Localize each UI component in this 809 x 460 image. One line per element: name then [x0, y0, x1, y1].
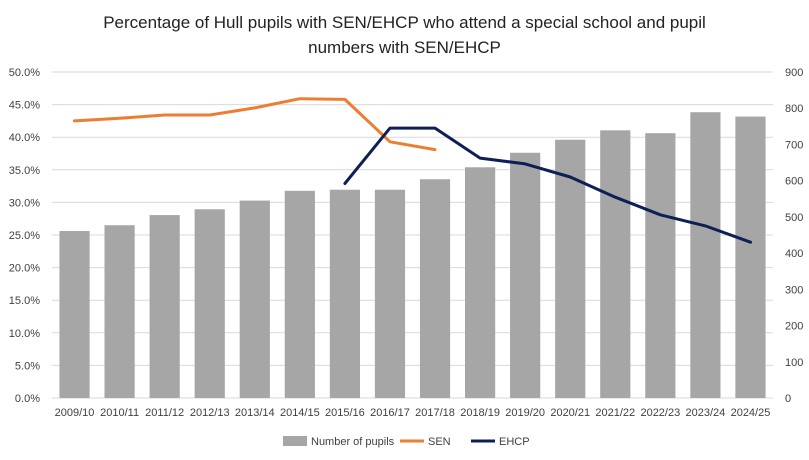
legend-swatch-bar [283, 436, 307, 446]
x-axis-tick-label: 2013/14 [235, 407, 275, 419]
left-axis-tick-label: 35.0% [9, 165, 40, 177]
right-axis-tick-label: 0 [785, 393, 791, 405]
left-axis-ticks: 0.0% 5.0% 10.0% 15.0% 20.0% 25.0% 30.0% 35.0% 40… [9, 67, 40, 405]
x-axis-tick-label: 2019/20 [505, 407, 545, 419]
x-axis-ticks: 2009/10 2010/11 2011/12 2012/13 2013/14 2014/… [55, 407, 771, 419]
x-axis-tick-label: 2021/22 [595, 407, 635, 419]
left-axis-tick-label: 40.0% [9, 132, 40, 144]
bar [735, 116, 766, 398]
x-axis-tick-label: 2017/18 [415, 407, 455, 419]
x-axis-tick-label: 2016/17 [370, 407, 410, 419]
bar [690, 112, 721, 398]
left-axis-tick-label: 10.0% [9, 328, 40, 340]
legend-label: SEN [428, 436, 451, 448]
right-axis-tick-label: 800 [785, 103, 803, 115]
bar-series [59, 112, 766, 399]
bar [374, 189, 406, 398]
x-axis-tick-label: 2011/12 [145, 407, 184, 419]
right-axis-tick-label: 200 [785, 321, 803, 333]
left-axis-tick-label: 20.0% [9, 263, 40, 275]
chart-title-line-1: Percentage of Hull pupils with SEN/EHCP … [103, 13, 706, 32]
right-axis-tick-label: 100 [785, 357, 803, 369]
series-line-ehcp [343, 126, 752, 244]
bar [600, 130, 631, 398]
x-axis-tick-label: 2022/23 [640, 407, 680, 419]
right-axis-tick-label: 700 [785, 139, 803, 151]
x-axis-tick-label: 2024/25 [731, 407, 771, 419]
x-axis-tick-label: 2009/10 [55, 407, 95, 419]
x-axis-tick-label: 2010/11 [100, 407, 139, 419]
bar [510, 152, 541, 398]
legend-label: EHCP [499, 436, 530, 448]
bar [59, 231, 90, 398]
bar [284, 190, 315, 398]
right-axis-ticks: 0 100 200 300 400 500 600 700 800 900 [785, 67, 803, 405]
left-axis-tick-label: 15.0% [9, 295, 40, 307]
x-axis-tick-label: 2014/15 [280, 407, 320, 419]
x-axis-tick-label: 2018/19 [460, 407, 500, 419]
right-axis-tick-label: 400 [785, 248, 803, 260]
x-axis-tick-label: 2020/21 [550, 407, 590, 419]
left-axis-tick-label: 25.0% [9, 230, 40, 242]
bar [419, 179, 451, 398]
right-axis-tick-label: 900 [785, 67, 803, 79]
series-line-sen [73, 97, 437, 152]
bar [645, 133, 676, 398]
left-axis-tick-label: 0.0% [15, 393, 40, 405]
chart-title-line-2: numbers with SEN/EHCP [308, 38, 501, 57]
x-axis-tick-label: 2012/13 [190, 407, 230, 419]
bar [104, 225, 135, 398]
bar [464, 167, 496, 398]
right-axis-tick-label: 300 [785, 284, 803, 296]
line-series [73, 97, 752, 244]
bar [239, 200, 270, 398]
bar [194, 209, 225, 398]
right-axis-tick-label: 600 [785, 176, 803, 188]
x-axis-tick-label: 2015/16 [325, 407, 365, 419]
left-axis-tick-label: 45.0% [9, 100, 40, 112]
bar [149, 215, 180, 398]
left-axis-tick-label: 30.0% [9, 197, 40, 209]
right-axis-tick-label: 500 [785, 212, 803, 224]
left-axis-tick-label: 5.0% [15, 360, 40, 372]
legend: Number of pupils SEN EHCP [283, 436, 530, 448]
bar [329, 189, 361, 398]
legend-label: Number of pupils [311, 436, 395, 448]
chart-title: Percentage of Hull pupils with SEN/EHCP … [0, 10, 809, 60]
left-axis-tick-label: 50.0% [9, 67, 40, 79]
x-axis-tick-label: 2023/24 [686, 407, 726, 419]
